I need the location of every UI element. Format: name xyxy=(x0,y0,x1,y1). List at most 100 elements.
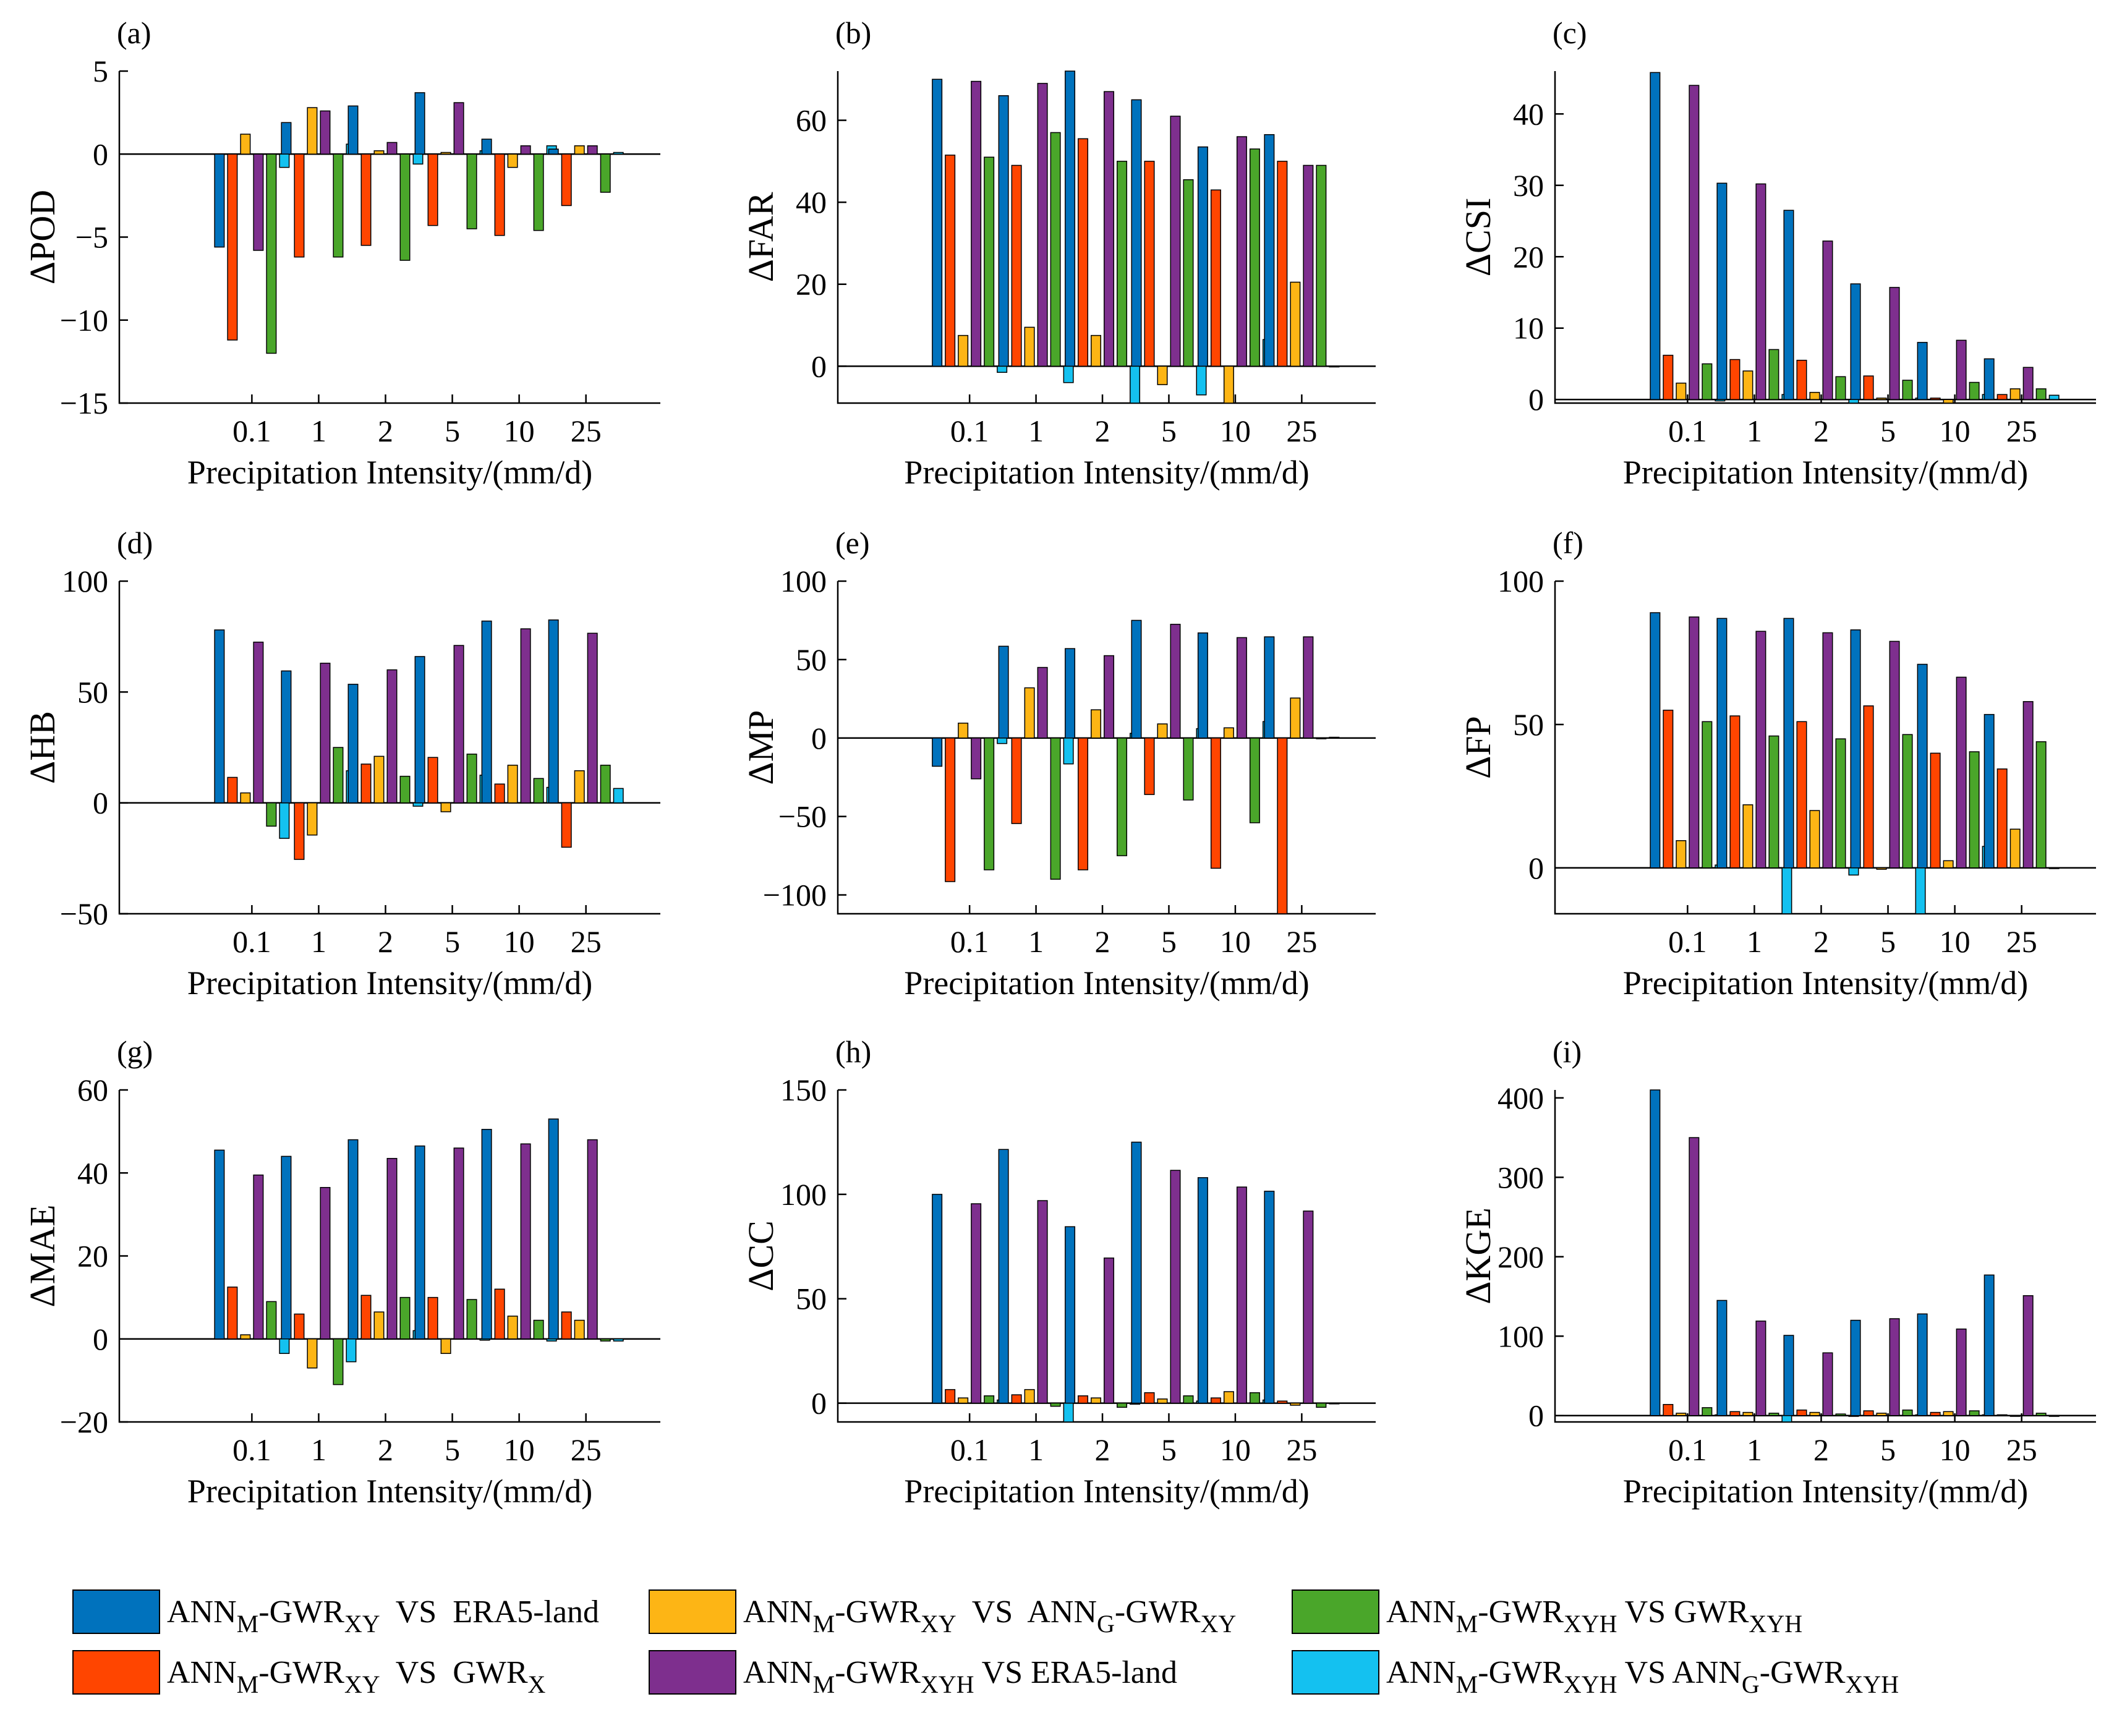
bar-s2-2 xyxy=(1796,1409,1807,1416)
bar-s6-0.1 xyxy=(279,802,290,839)
bar-s1-0.1 xyxy=(214,629,225,804)
bar-s3-25 xyxy=(1290,1402,1301,1406)
bar-s5-1 xyxy=(333,153,344,258)
y-axis-label: ΔMP xyxy=(741,710,781,785)
bar-s1-25 xyxy=(548,148,559,155)
x-tick-label: 2 xyxy=(1813,1432,1829,1467)
bar-s1-1 xyxy=(281,122,292,155)
bar-s6-0.1 xyxy=(997,365,1008,373)
x-tick-label: 0.1 xyxy=(232,1432,271,1467)
bar-s1-25 xyxy=(1264,636,1275,739)
bar-s1-1 xyxy=(998,1149,1009,1404)
y-tick-label: 10 xyxy=(1513,311,1544,346)
x-tick-label: 25 xyxy=(1286,924,1317,959)
y-tick-label: −100 xyxy=(763,878,827,913)
bar-s2-2 xyxy=(1796,359,1807,400)
bar-s3-1 xyxy=(307,107,318,155)
bar-s2-0.1 xyxy=(227,1287,238,1340)
bar-s6-0.1 xyxy=(279,153,290,168)
x-tick-label: 10 xyxy=(1220,414,1251,448)
x-tick-label: 10 xyxy=(1940,1432,1971,1467)
bar-s2-1 xyxy=(1011,164,1022,367)
legend-item-s2: ANNM-GWRXY VS GWRX xyxy=(72,1650,546,1698)
bar-s3-10 xyxy=(1223,727,1234,739)
y-tick-label: 40 xyxy=(1513,96,1544,131)
bar-s1-0.1 xyxy=(1650,1089,1661,1416)
bar-s4-25 xyxy=(1303,1211,1314,1404)
bar-s4-10 xyxy=(1956,676,1967,869)
x-tick-label: 0.1 xyxy=(950,1432,989,1467)
bar-s5-0.1 xyxy=(984,738,995,870)
x-tick-label: 1 xyxy=(311,1432,326,1467)
bar-s4-2 xyxy=(1104,1257,1115,1404)
bar-s1-0.1 xyxy=(214,153,225,248)
x-tick-label: 5 xyxy=(1880,414,1896,448)
bar-s1-2 xyxy=(1065,70,1076,367)
bar-s1-1 xyxy=(281,1155,292,1340)
bar-s1-2 xyxy=(1065,648,1076,739)
bar-s2-5 xyxy=(1144,1392,1155,1404)
x-tick-label: 25 xyxy=(571,414,602,448)
x-tick-label: 10 xyxy=(1940,924,1971,959)
y-tick-label: 5 xyxy=(93,54,108,88)
bar-s3-2 xyxy=(1091,334,1102,367)
bar-s5-10 xyxy=(533,778,544,804)
bar-s3-5 xyxy=(1157,1398,1168,1404)
y-tick-label: 100 xyxy=(1498,564,1544,598)
bar-s1-10 xyxy=(1917,342,1928,400)
panel-label: (i) xyxy=(1553,1034,1582,1069)
x-axis-label: Precipitation Intensity/(mm/d) xyxy=(904,454,1309,491)
x-tick-label: 10 xyxy=(1220,924,1251,959)
bar-s5-25 xyxy=(2035,1413,2047,1416)
bar-s3-5 xyxy=(1876,1413,1887,1416)
y-tick-label: 60 xyxy=(77,1073,108,1107)
bar-s1-1 xyxy=(281,670,292,804)
bar-s3-1 xyxy=(307,1338,318,1369)
bar-s6-1 xyxy=(1063,1402,1074,1423)
bar-s4-0.1 xyxy=(1689,616,1700,869)
bar-s2-0.1 xyxy=(227,153,238,341)
bar-s5-25 xyxy=(1316,738,1327,739)
bar-s3-0.1 xyxy=(1676,840,1687,869)
legend-item-s1: ANNM-GWRXY VS ERA5-land xyxy=(72,1589,599,1638)
y-axis-label: ΔPOD xyxy=(22,190,62,284)
x-axis-label: Precipitation Intensity/(mm/d) xyxy=(187,964,592,1002)
x-tick-label: 1 xyxy=(1028,1432,1044,1467)
bar-s3-5 xyxy=(440,1338,451,1354)
y-tick-label: 50 xyxy=(796,642,827,677)
bar-s4-2 xyxy=(1104,91,1115,367)
bar-s2-25 xyxy=(561,802,572,848)
legend-swatch xyxy=(72,1650,160,1695)
x-tick-label: 25 xyxy=(1286,414,1317,448)
x-axis-label: Precipitation Intensity/(mm/d) xyxy=(904,964,1309,1002)
bar-s1-2 xyxy=(1783,618,1794,869)
bar-s1-1 xyxy=(1716,1300,1728,1416)
legend-swatch xyxy=(1292,1589,1379,1634)
bar-s2-10 xyxy=(1930,398,1941,400)
bar-s4-0.1 xyxy=(253,641,264,804)
bar-s1-1 xyxy=(998,645,1009,739)
x-axis-label: Precipitation Intensity/(mm/d) xyxy=(1623,1473,2028,1510)
y-tick-label: 40 xyxy=(796,185,827,219)
bar-s3-10 xyxy=(1943,860,1954,869)
x-tick-label: 25 xyxy=(1286,1432,1317,1467)
bar-s4-2 xyxy=(386,142,398,155)
bar-s4-5 xyxy=(1170,1170,1181,1404)
bar-s2-5 xyxy=(1144,161,1155,367)
bar-s5-1 xyxy=(1050,1402,1061,1407)
bar-s6-1 xyxy=(1063,365,1074,383)
bar-s3-10 xyxy=(507,1316,518,1340)
bar-s2-2 xyxy=(1078,738,1089,870)
bar-s4-5 xyxy=(1889,287,1900,400)
bar-s6-25 xyxy=(613,788,624,804)
bar-s3-1 xyxy=(1024,1389,1035,1404)
bar-s1-25 xyxy=(548,619,559,804)
bar-s6-5 xyxy=(1196,365,1207,396)
bar-s4-0.1 xyxy=(1689,1137,1700,1416)
bar-s2-5 xyxy=(427,1296,438,1340)
bar-s2-2 xyxy=(1078,138,1089,367)
axes xyxy=(1554,71,2096,404)
bar-s2-10 xyxy=(494,1288,505,1340)
